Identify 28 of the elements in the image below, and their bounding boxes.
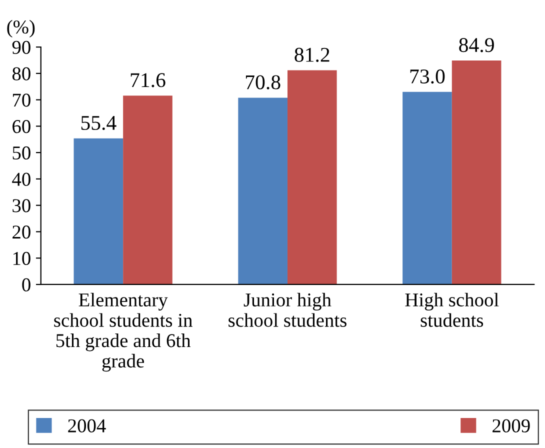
legend-label: 2009	[492, 419, 530, 432]
y-tick-label: 10	[13, 252, 30, 266]
y-tick-label: 70	[12, 94, 30, 107]
bar	[452, 60, 502, 284]
data-label: 73.0	[410, 69, 445, 84]
y-tick-label: 90	[12, 40, 30, 54]
data-label: 55.4	[81, 116, 116, 130]
bar	[74, 138, 124, 284]
y-tick-label: 50	[12, 146, 30, 160]
data-label: 81.2	[294, 48, 330, 62]
data-label: 84.9	[459, 38, 494, 52]
data-label: 71.6	[130, 73, 166, 88]
y-axis-title: (%)	[7, 20, 35, 38]
data-label: 70.8	[246, 75, 280, 90]
y-tick-label: 30	[12, 199, 30, 212]
bar	[287, 70, 337, 284]
x-tick-label: Elementary school students in 5th grade and 6th grade	[54, 292, 192, 372]
x-tick-label: Junior high school students	[228, 292, 346, 327]
y-tick-label: 20	[12, 226, 30, 239]
x-tick-label: High school students	[405, 292, 499, 327]
y-tick-label: 40	[12, 172, 30, 186]
y-tick-label: 60	[12, 120, 30, 134]
bar	[238, 98, 288, 284]
y-tick-label: 0	[22, 278, 30, 292]
y-tick-label: 80	[12, 67, 30, 80]
legend-label: 2004	[68, 419, 106, 432]
bar	[402, 92, 452, 284]
bar	[123, 96, 172, 284]
